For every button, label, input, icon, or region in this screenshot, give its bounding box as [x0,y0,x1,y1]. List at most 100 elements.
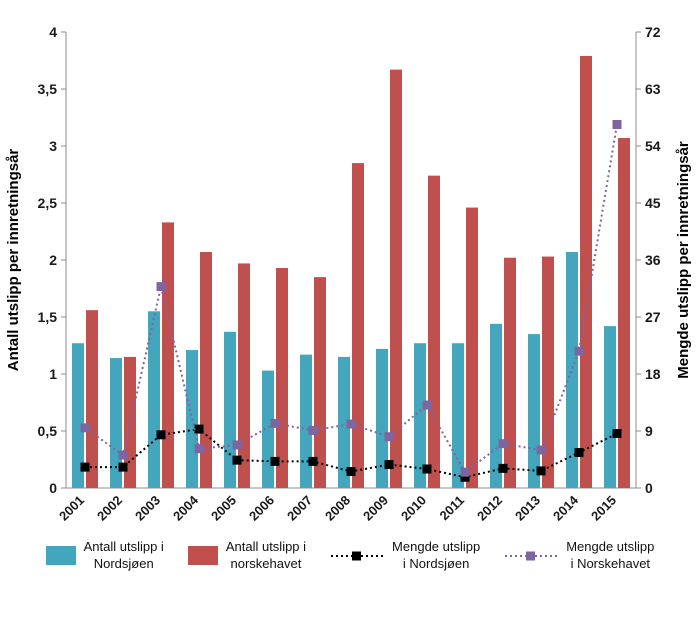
marker-series0-2008 [346,467,356,477]
right-axis-tick-label: 54 [645,138,661,154]
bar-series0-2008 [338,356,350,488]
x-axis-tick-label: 2013 [512,493,543,524]
right-axis-title: Mengde utslipp per innretningsår [675,141,692,379]
x-axis-tick-label: 2007 [284,493,315,524]
right-axis-tick-label: 45 [645,195,661,211]
bar-series1-2005 [238,263,250,488]
bar-series1-2012 [504,257,516,488]
marker-series0-2012 [498,463,508,473]
chart-container: 0 0,5 1 1,5 2 2,5 3 3,5 4 0 9 18 27 36 45 54 63 72 2001 200… [5,24,692,573]
right-axis-tick-label: 9 [645,423,653,439]
legend-swatch-0 [45,546,76,566]
legend-label-antall-nordsjoen: Antall utslipp i Nordsjøen [84,539,164,573]
marker-series0-2009 [384,460,394,470]
legend-label-line: norskehavet [230,555,302,571]
legend-item-antall-nordsjoen: Antall utslipp i Nordsjøen [45,539,164,573]
legend-item-mengde-norskehavet: Mengde utslipp i Norskehavet [504,539,654,573]
marker-series0-2002 [118,462,128,472]
bar-series1-2003 [162,222,174,488]
bar-series0-2003 [148,311,160,488]
x-axis-tick-label: 2008 [322,493,353,524]
legend-label-line: Antall utslipp i [83,539,164,554]
left-axis-tick-label: 3,5 [38,81,58,97]
marker-series1-2015 [612,119,622,129]
marker-series0-2011 [460,472,470,482]
bar-series0-2014 [566,252,578,488]
marker-series1-2010 [422,400,432,410]
legend-swatch-2 [330,549,384,563]
bar-series0-2009 [376,348,388,488]
right-axis-tick-label: 18 [645,366,661,382]
marker-series0-2010 [422,464,432,474]
x-axis-tick-label: 2002 [94,493,125,524]
right-axis-tick-label: 72 [645,24,661,40]
x-axis-tick-label: 2003 [132,493,163,524]
right-axis-tick-label: 27 [645,309,661,325]
marker-series0-2001 [80,462,90,472]
x-axis-tick-label: 2006 [246,493,277,524]
marker-series1-2011 [460,467,470,477]
bar-series1-2001 [86,310,98,488]
bar-series1-2013 [542,256,554,488]
marker-series1-2004 [194,444,204,454]
legend-item-antall-norskehavet: Antall utslipp i norskehavet [187,539,306,573]
marker-series1-2008 [346,419,356,429]
x-axis-tick-label: 2015 [588,493,619,524]
marker-series1-2001 [80,423,90,433]
bar-series1-2007 [314,277,326,488]
legend-label-line: Antall utslipp i [225,539,307,554]
marker-series0-2003 [156,430,166,440]
bar-series0-2007 [300,354,312,488]
marker-series0-2005 [232,455,242,465]
marker-series1-2012 [498,439,508,449]
legend-line-swatch-icon [331,551,384,561]
bar-series1-2009 [390,69,402,488]
legend-label-line: i Nordsjøen [402,555,470,571]
bar-series0-2015 [604,326,616,488]
bar-series0-2001 [72,343,84,488]
legend-label-line: i Norskehavet [570,555,651,571]
marker-series0-2013 [536,466,546,476]
legend-label-mengde-nordsjoen: Mengde utslipp i Nordsjøen [392,539,480,573]
x-axis-tick-label: 2011 [437,493,468,524]
marker-series0-2006 [270,456,280,466]
legend-swatch-3 [504,549,558,563]
legend-label-line: Mengde utslipp [566,539,655,554]
x-axis-tick-label: 2009 [360,493,391,524]
left-axis-tick-label: 1,5 [38,309,58,325]
x-axis-tick-label: 2005 [208,493,239,524]
x-axis-tick-label: 2014 [550,492,582,524]
right-axis-tick-label: 0 [645,480,653,496]
marker-series1-2014 [574,346,584,356]
right-axis-tick-label: 63 [645,81,661,97]
bar-series1-2008 [352,163,364,488]
legend-item-mengde-nordsjoen: Mengde utslipp i Nordsjøen [330,539,480,573]
legend-label-line: Nordsjøen [93,555,154,571]
marker-series0-2015 [612,429,622,439]
left-axis-title: Antall utslipp per innretningsår [5,149,22,372]
legend-line-swatch-icon [505,551,558,561]
bar-series1-2011 [466,207,478,488]
marker-series1-2006 [270,418,280,428]
marker-series1-2002 [118,450,128,460]
left-axis-tick-label: 4 [49,24,57,40]
left-axis-tick-label: 2,5 [38,195,58,211]
marker-series1-2003 [156,282,166,292]
marker-series0-2007 [308,456,318,466]
marker-series1-2009 [384,432,394,442]
bar-series0-2012 [490,323,502,488]
left-axis-tick-label: 0 [49,480,57,496]
x-axis-tick-label: 2010 [398,493,429,524]
left-axis-tick-label: 2 [49,252,57,268]
marker-series1-2013 [536,445,546,455]
x-axis-tick-label: 2001 [56,493,87,524]
bar-series0-2011 [452,343,464,488]
x-axis-tick-label: 2012 [474,493,505,524]
legend-label-antall-norskehavet: Antall utslipp i norskehavet [226,539,306,573]
marker-series1-2005 [232,440,242,450]
bar-series0-2013 [528,334,540,488]
marker-series0-2014 [574,448,584,458]
legend-label-mengde-norskehavet: Mengde utslipp i Norskehavet [566,539,654,573]
bar-series1-2006 [276,267,288,488]
